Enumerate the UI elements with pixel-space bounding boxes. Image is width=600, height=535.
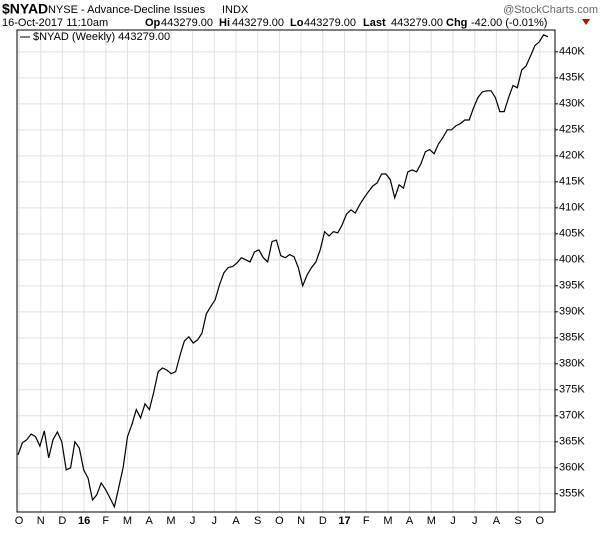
quote-value: 443279.00 (232, 17, 284, 29)
x-tick-label: O (15, 515, 24, 527)
y-tick-label: 380K (559, 358, 585, 370)
quote-label: Last (363, 17, 386, 29)
x-tick-label: N (37, 515, 45, 527)
x-tick-label: D (58, 515, 66, 527)
y-tick-label: 410K (559, 202, 585, 214)
x-tick-label: M (427, 515, 436, 527)
y-tick-label: 390K (559, 306, 585, 318)
y-tick-label: 370K (559, 410, 585, 422)
quote-value: -42.00 (-0.01%) (471, 17, 547, 29)
y-tick-label: 400K (559, 254, 585, 266)
source: @StockCharts.com (503, 4, 598, 16)
x-tick-label: O (275, 515, 284, 527)
y-tick-label: 435K (559, 72, 585, 84)
plot-frame (16, 29, 556, 513)
quote-value: 443279.00 (161, 17, 213, 29)
down-arrow (582, 19, 590, 25)
y-tick-label: 375K (559, 384, 585, 396)
x-tick-label: A (232, 515, 240, 527)
exchange: INDX (222, 4, 249, 16)
x-tick-label: 16 (78, 515, 90, 527)
y-tick-label: 385K (559, 332, 585, 344)
x-tick-label: A (406, 515, 414, 527)
x-tick-label: 17 (338, 515, 350, 527)
y-tick-label: 440K (559, 46, 585, 58)
date: 16-Oct-2017 11:10am (2, 17, 108, 29)
x-tick-label: F (363, 515, 370, 527)
y-tick-label: 395K (559, 280, 585, 292)
price-line (17, 34, 549, 509)
x-tick-label: M (166, 515, 175, 527)
x-tick-label: S (254, 515, 261, 527)
y-tick-label: 430K (559, 98, 585, 110)
y-tick-label: 405K (559, 228, 585, 240)
y-tick-label: 360K (559, 462, 585, 474)
security-name: NYSE - Advance-Decline Issues (48, 4, 206, 16)
y-tick-label: 425K (559, 124, 585, 136)
x-tick-label: A (493, 515, 501, 527)
y-tick-label: 415K (559, 176, 585, 188)
legend: $NYAD (Weekly) 443279.00 (33, 31, 170, 43)
x-tick-label: M (123, 515, 132, 527)
x-tick-label: J (212, 515, 218, 527)
x-tick-label: O (536, 515, 545, 527)
quote-label: Lo (290, 17, 304, 29)
quote-label: Chg (446, 17, 467, 29)
x-tick-label: F (102, 515, 109, 527)
x-tick-label: M (383, 515, 392, 527)
x-tick-label: A (146, 515, 154, 527)
y-tick-label: 365K (559, 436, 585, 448)
x-tick-label: J (450, 515, 456, 527)
x-tick-label: J (190, 515, 196, 527)
symbol: $NYAD (2, 1, 48, 17)
quote-label: Hi (219, 17, 230, 29)
x-tick-label: J (472, 515, 478, 527)
quote: Op 443279.00 Hi 443279.00 Lo 443279.00 Last 443… (145, 17, 547, 29)
y-tick-label: 355K (559, 488, 585, 500)
quote-value: 443279.00 (391, 17, 443, 29)
quote-label: Op (145, 17, 161, 29)
x-tick-label: S (514, 515, 521, 527)
x-tick-label: N (297, 515, 305, 527)
quote-value: 443279.00 (304, 17, 356, 29)
x-tick-label: D (319, 515, 327, 527)
y-tick-label: 420K (559, 150, 585, 162)
